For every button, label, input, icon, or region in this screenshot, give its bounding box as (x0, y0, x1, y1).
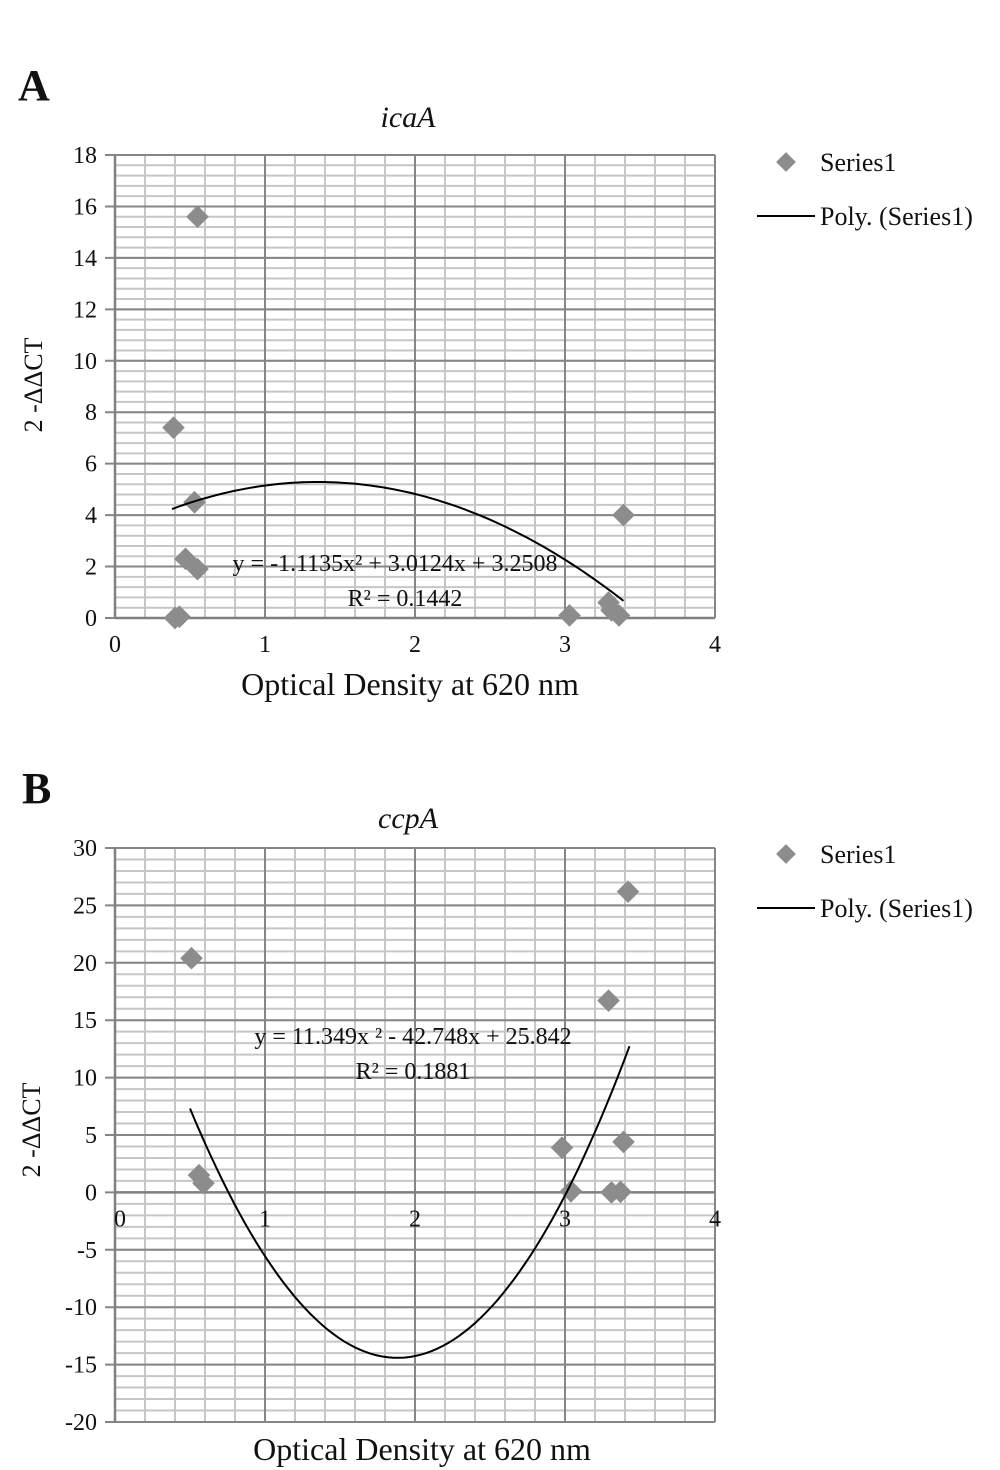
y-axis-title-b: 2 -ΔΔCT (17, 1082, 46, 1177)
y-tick-label: 15 (73, 1008, 97, 1034)
data-point (607, 604, 631, 627)
y-tick-label: 2 (85, 555, 97, 581)
x-tick-label: 2 (409, 632, 421, 658)
r-squared-b: R² = 0.1881 (356, 1059, 471, 1085)
data-point (597, 989, 620, 1012)
y-tick-label: 18 (73, 143, 97, 169)
data-point (558, 604, 581, 627)
data-points (180, 880, 640, 1204)
legend-marker-a (776, 152, 796, 172)
data-point (180, 946, 203, 970)
trendline (189, 1045, 631, 1359)
x-tick-label: 4 (709, 1206, 721, 1232)
chart-title-b: ccpA (378, 802, 439, 835)
data-point (616, 880, 640, 903)
trendline (171, 481, 625, 602)
legend-series-b: Series1 (820, 840, 897, 869)
y-tick-label: -20 (65, 1410, 97, 1436)
y-tick-label: -5 (77, 1238, 97, 1264)
x-tick-label: 0 (109, 632, 121, 658)
y-tick-label: -10 (65, 1295, 97, 1321)
data-point (559, 1179, 583, 1203)
y-axis-title-a: 2 -ΔΔCT (19, 337, 48, 432)
data-point (162, 416, 185, 439)
chart-title-a: icaA (381, 101, 437, 134)
y-tick-label: -15 (65, 1353, 97, 1379)
trend-equation-b: y = 11.349x ² - 42.748x + 25.842 (254, 1024, 571, 1050)
legend-marker-b (776, 844, 796, 864)
data-point (612, 503, 635, 527)
x-tick-label: 1 (259, 1206, 271, 1232)
chart-a: A icaA Optical Density at 620 nm 2 -ΔΔCT… (18, 61, 973, 702)
legend-b: Series1 Poly. (Series1) (757, 840, 973, 923)
data-point (550, 1136, 574, 1159)
y-tick-label: 8 (85, 400, 97, 426)
y-tick-label: 10 (73, 349, 97, 375)
legend-series-a: Series1 (820, 148, 897, 177)
legend-trend-a: Poly. (Series1) (820, 202, 973, 231)
data-point (609, 1180, 632, 1204)
y-tick-label: 5 (85, 1123, 97, 1149)
y-tick-label: 0 (85, 606, 97, 632)
legend-trend-b: Poly. (Series1) (820, 894, 973, 923)
y-tick-label: 16 (73, 194, 97, 220)
y-tick-label: 25 (73, 893, 97, 919)
y-tick-label: 6 (85, 452, 97, 478)
y-tick-label: 0 (85, 1180, 97, 1206)
x-tick-label: 0 (114, 1206, 126, 1232)
chart-b: B ccpA Optical Density at 620 nm 2 -ΔΔCT… (17, 764, 973, 1467)
y-tick-label: 10 (73, 1066, 97, 1092)
y-tick-label: 12 (73, 297, 97, 323)
x-tick-label: 1 (259, 632, 271, 658)
panel-label-a: A (18, 61, 50, 110)
legend-a: Series1 Poly. (Series1) (757, 148, 973, 231)
trend-equation-a: y = -1.1135x² + 3.0124x + 3.2508 (233, 551, 558, 577)
y-tick-label: 30 (73, 836, 97, 862)
y-tick-label: 4 (85, 503, 97, 529)
y-tick-label: 20 (73, 951, 97, 977)
x-axis-title-a: Optical Density at 620 nm (241, 666, 579, 702)
grid (105, 847, 716, 1423)
x-tick-label: 2 (409, 1206, 421, 1232)
data-point (612, 1130, 635, 1154)
x-tick-label: 3 (559, 1206, 571, 1232)
r-squared-a: R² = 0.1442 (348, 586, 463, 612)
x-axis-title-b: Optical Density at 620 nm (253, 1431, 591, 1467)
y-tick-label: 14 (73, 246, 97, 272)
panel-label-b: B (22, 764, 51, 813)
x-tick-label: 4 (709, 632, 721, 658)
x-tick-label: 3 (559, 632, 571, 658)
